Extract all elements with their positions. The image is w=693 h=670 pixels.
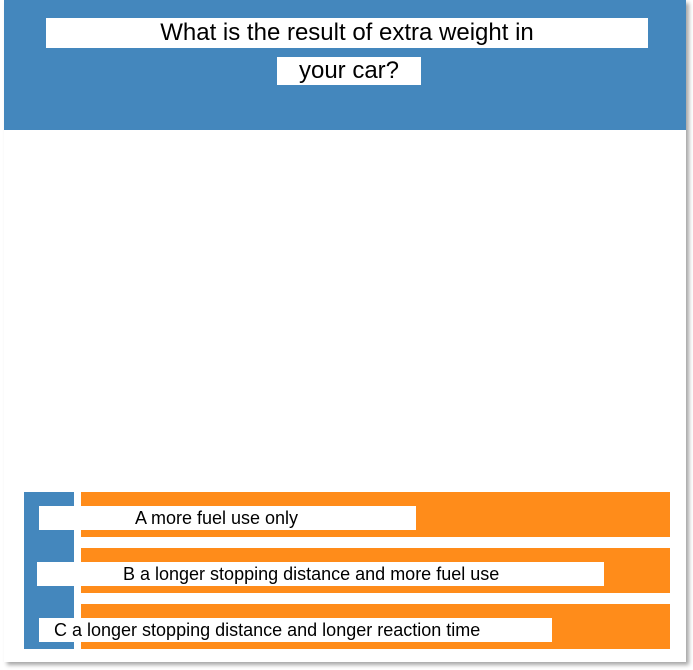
answer-b-text: B a longer stopping distance and more fu… — [123, 564, 500, 584]
answer-a-text: A more fuel use only — [134, 508, 299, 528]
answer-option-c-label[interactable]: C a longer stopping distance and longer … — [39, 618, 552, 642]
answer-c-text: C a longer stopping distance and longer … — [54, 620, 481, 640]
answer-option-a-label[interactable]: A more fuel use only — [39, 506, 416, 530]
question-text-line-1: What is the result of extra weight in — [46, 18, 648, 48]
question-text-line-2: your car? — [277, 57, 421, 85]
answer-option-b-label[interactable]: B a longer stopping distance and more fu… — [37, 562, 604, 586]
